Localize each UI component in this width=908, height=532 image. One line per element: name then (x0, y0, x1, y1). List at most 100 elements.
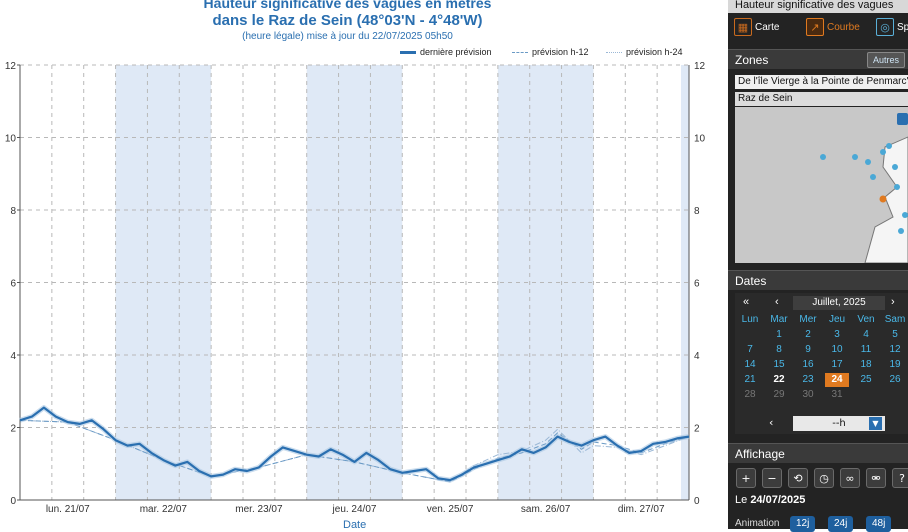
x-tick-label: dim. 27/07 (618, 504, 665, 515)
weekday-label: Ven (857, 314, 875, 325)
buoy-marker[interactable] (865, 159, 871, 165)
link-icon[interactable]: ∞ (840, 468, 860, 488)
zoom-out-icon[interactable]: − (762, 468, 782, 488)
calendar-day[interactable]: 28 (744, 389, 756, 400)
calendar-day-selected[interactable]: 24 (825, 373, 849, 387)
chart-subtitle: dans le Raz de Sein (48°03'N - 4°48'W) (212, 12, 483, 29)
days-icon[interactable]: ◷ (814, 468, 834, 488)
dates-header: Dates (728, 270, 908, 290)
calendar-day[interactable]: 22 (773, 374, 785, 385)
calendar-day[interactable]: 11 (860, 344, 872, 355)
site-select[interactable]: Raz de Sein (735, 92, 908, 106)
x-tick-label: lun. 21/07 (46, 504, 90, 515)
legend-item-h24: prévision h-24 (606, 47, 683, 57)
calendar-day[interactable]: 25 (860, 374, 872, 385)
calendar-day[interactable]: 9 (805, 344, 811, 355)
view-map-label: Carte (755, 21, 780, 33)
unlink-icon[interactable]: ⚮ (866, 468, 886, 488)
map-icon: ▦ (734, 18, 752, 36)
reset-icon[interactable]: ⟲ (788, 468, 808, 488)
zone-minimap[interactable] (735, 107, 908, 263)
chart-area: Hauteur significative des vagues en mètr… (4, 0, 706, 531)
legend-label-latest: dernière prévision (420, 47, 492, 57)
calendar-day[interactable]: 7 (747, 344, 753, 355)
side-panel: Hauteur significative des vagues ▦ Carte … (728, 0, 908, 532)
weekday-label: Sam (884, 314, 906, 325)
y-tick-label-right: 12 (694, 61, 706, 72)
calendar-day[interactable]: 23 (802, 374, 814, 385)
calendar-day[interactable]: 8 (776, 344, 782, 355)
view-chart-label: Courbe (827, 21, 860, 33)
day-band (306, 65, 403, 500)
view-chart-button[interactable]: ↗ Courbe (806, 18, 860, 36)
y-tick-label-left: 2 (10, 424, 16, 435)
y-tick-label-right: 2 (694, 424, 700, 435)
buoy-marker[interactable] (870, 174, 876, 180)
zones-others-button[interactable]: Autres (867, 52, 906, 68)
buoy-marker[interactable] (820, 154, 826, 160)
display-header: Affichage (728, 443, 908, 463)
calendar-day[interactable]: 5 (892, 329, 898, 340)
buoy-marker[interactable] (894, 184, 900, 190)
calendar-day[interactable]: 30 (802, 389, 814, 400)
calendar-day[interactable]: 3 (834, 329, 840, 340)
x-tick-label: ven. 25/07 (427, 504, 474, 515)
calendar-day[interactable]: 16 (802, 359, 814, 370)
zone-select[interactable]: De l'île Vierge à la Pointe de Penmarc'h (735, 75, 908, 89)
chart-legend: dernière prévision prévision h-12 prévis… (400, 47, 700, 61)
buoy-marker[interactable] (886, 143, 892, 149)
y-tick-label-left: 4 (10, 351, 16, 362)
calendar-day[interactable]: 21 (744, 374, 756, 385)
date-calendar: « ‹ Juillet, 2025 › Lun Mar Mer Jeu Ven Sam 1 2… (735, 293, 908, 412)
y-tick-label-right: 4 (694, 351, 700, 362)
help-icon[interactable]: ? (892, 468, 908, 488)
weekday-label: Jeu (828, 314, 846, 325)
calendar-day[interactable]: 1 (776, 329, 782, 340)
zones-header: Zones (728, 49, 908, 69)
map-expand-icon[interactable] (897, 113, 908, 125)
buoy-marker[interactable] (892, 164, 898, 170)
calendar-day[interactable]: 14 (744, 359, 756, 370)
calendar-day[interactable]: 2 (805, 329, 811, 340)
weekday-label: Mer (799, 314, 817, 325)
y-tick-label-right: 8 (694, 206, 700, 217)
animation-24j-button[interactable]: 24j (828, 516, 854, 532)
display-date-value: 24/07/2025 (750, 494, 806, 506)
cal-next-month-button[interactable]: › (891, 296, 895, 308)
y-tick-label-right: 6 (694, 279, 700, 290)
hour-prev-button[interactable]: ‹ (769, 416, 774, 429)
y-tick-label-left: 10 (5, 134, 17, 145)
calendar-day[interactable]: 31 (831, 389, 843, 400)
animation-12j-button[interactable]: 12j (790, 516, 816, 532)
x-tick-label: mer. 23/07 (235, 504, 283, 515)
calendar-day[interactable]: 10 (831, 344, 843, 355)
calendar-day[interactable]: 29 (773, 389, 785, 400)
display-title: Affichage (735, 447, 785, 461)
view-map-button[interactable]: ▦ Carte (734, 18, 779, 36)
view-spectrum-label: Sp (897, 21, 908, 33)
calendar-day[interactable]: 15 (773, 359, 785, 370)
view-spectrum-button[interactable]: ◎ Sp (876, 18, 908, 36)
calendar-day[interactable]: 19 (889, 359, 901, 370)
animation-48j-button[interactable]: 48j (866, 516, 892, 532)
day-band (497, 65, 594, 500)
buoy-marker[interactable] (898, 228, 904, 234)
hour-select[interactable]: --h (793, 416, 885, 431)
weekday-label: Lun (741, 314, 759, 325)
zoom-in-icon[interactable]: + (736, 468, 756, 488)
buoy-marker[interactable] (902, 212, 908, 218)
calendar-day[interactable]: 18 (860, 359, 872, 370)
buoy-marker[interactable] (852, 154, 858, 160)
hour-dropdown-icon[interactable]: ▼ (869, 417, 882, 430)
buoy-marker[interactable] (880, 149, 886, 155)
calendar-day[interactable]: 17 (831, 359, 843, 370)
target-icon: ◎ (876, 18, 894, 36)
calendar-day[interactable]: 4 (863, 329, 869, 340)
y-tick-label-right: 0 (694, 496, 700, 507)
cal-prev-month-button[interactable]: ‹ (775, 296, 779, 308)
calendar-day[interactable]: 12 (889, 344, 901, 355)
selected-site-marker[interactable] (879, 195, 887, 203)
cal-prev-year-button[interactable]: « (743, 296, 750, 308)
chart-note: (heure légale) mise à jour du 22/07/2025… (242, 31, 453, 42)
calendar-day[interactable]: 26 (889, 374, 901, 385)
